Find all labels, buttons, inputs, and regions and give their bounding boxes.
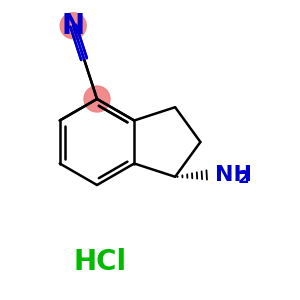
Text: NH: NH bbox=[215, 165, 252, 185]
Circle shape bbox=[60, 13, 86, 39]
Text: HCl: HCl bbox=[74, 248, 127, 276]
Text: 2: 2 bbox=[237, 169, 249, 187]
Circle shape bbox=[84, 86, 110, 112]
Text: N: N bbox=[61, 12, 85, 40]
